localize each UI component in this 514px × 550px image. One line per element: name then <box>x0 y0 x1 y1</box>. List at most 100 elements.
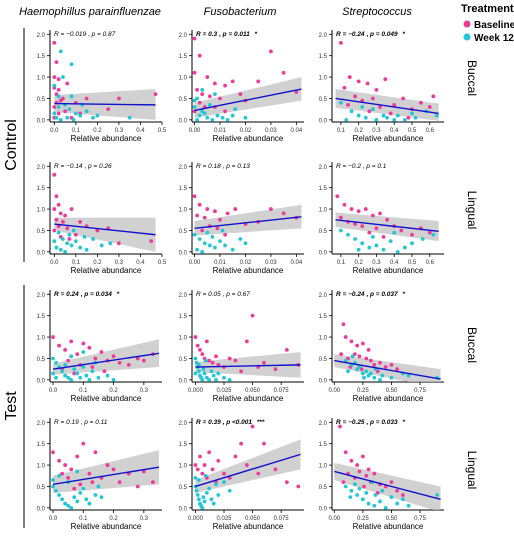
panel-1-y-tick-label: 0.0 <box>179 118 188 124</box>
panel-11-baseline-point <box>389 480 394 485</box>
panel-10-baseline-point <box>193 463 198 467</box>
panel-11-week12-point <box>395 501 400 506</box>
panel-3-stat-r: R = −0.14 <box>54 163 83 170</box>
panel-1-baseline-point <box>205 75 210 79</box>
panel-1-x-tick-label: 0.01 <box>214 128 226 134</box>
panel-11-baseline-point <box>357 469 362 474</box>
column-title-2: Streptococcus <box>342 6 412 18</box>
panel-5-x-tick-label: 0.5 <box>408 260 417 266</box>
panel-5-baseline-point <box>356 209 361 214</box>
panel-0-baseline-point <box>65 81 70 86</box>
panel-11-week12-point <box>378 499 382 504</box>
panel-2-y-tick-label: 1.5 <box>319 54 328 60</box>
panel-3-week12-point <box>63 249 67 254</box>
panel-7-week12-point <box>203 358 208 363</box>
panel-9-week12-point <box>72 495 77 500</box>
panel-8-baseline-point <box>349 339 354 344</box>
panel-8-x-tick-label: 0.00 <box>328 388 340 394</box>
panel-3-week12-point <box>84 247 89 252</box>
panel-6-week12-point <box>96 375 101 380</box>
panel-8-y-tick-label: 2.0 <box>319 293 328 299</box>
panel-11-baseline-point <box>355 463 360 467</box>
panel-2-baseline-point <box>370 96 375 101</box>
panel-2-baseline-point <box>383 77 388 82</box>
panel-8-baseline-point <box>360 341 365 346</box>
panel-2-stat-label: R = −0.24 , p = 0.049 * <box>336 31 406 38</box>
panel-2-baseline-point <box>378 105 382 109</box>
panel-4-week12-point <box>192 232 197 237</box>
panel-5-y-tick-label: 0.5 <box>319 229 328 235</box>
panel-7-baseline-point <box>195 343 200 348</box>
panel-4-week12-point <box>223 243 227 248</box>
panel-10-week12-point <box>196 478 201 482</box>
panel-1-y-tick-label: 2.0 <box>179 33 188 39</box>
panel-6-week12-point <box>60 369 65 374</box>
panel-10-baseline-point <box>273 467 278 472</box>
panel-11-week12-point <box>435 493 440 497</box>
panel-3-baseline-point <box>67 237 72 241</box>
panel-9-week12-point <box>57 473 61 478</box>
panel-6-baseline-point <box>75 352 80 357</box>
panel-2-stat-sep: , <box>365 31 370 38</box>
panel-11-stat-p: p = 0.033 <box>369 419 398 426</box>
panel-11-week12-point <box>389 495 394 500</box>
panel-9-week12-point <box>57 493 61 497</box>
panel-11-confidence-band <box>334 462 441 510</box>
panel-6-baseline-point <box>63 348 68 352</box>
panel-1-baseline-point <box>213 81 217 86</box>
panel-9-baseline-point <box>81 441 86 446</box>
panel-7-y-tick-label: 0.5 <box>179 357 188 363</box>
panel-8-stat-r: R = −0.24 <box>336 291 365 298</box>
panel-4-baseline-point <box>281 211 286 216</box>
panel-9-baseline-point <box>66 476 71 480</box>
panel-1-y-tick-label: 0.5 <box>179 97 188 103</box>
panel-6-week12-point <box>75 371 80 376</box>
panel-11-baseline-point <box>349 458 354 463</box>
panel-1-week12-point <box>230 113 235 118</box>
panel-3-baseline-point <box>52 172 57 177</box>
panel-11-week12-point <box>373 493 378 497</box>
panel-5-week12-point <box>431 232 436 237</box>
panel-8-week12-point <box>368 371 373 376</box>
panel-10-week12-point <box>203 473 208 478</box>
panel-0-y-tick-label: 1.0 <box>37 76 46 82</box>
panel-10-y-tick-label: 1.0 <box>179 464 188 470</box>
panel-0-x-tick-label: 0.4 <box>136 128 145 134</box>
panel-0-baseline-point <box>56 88 61 92</box>
panel-7-week12-point <box>222 375 226 380</box>
panel-5-baseline-point <box>353 222 358 226</box>
panel-2-baseline-point <box>431 94 436 99</box>
panel-3-stat-label: R = −0.14 , p = 0.26 <box>54 163 112 170</box>
panel-5-baseline-point <box>381 234 386 239</box>
panel-9-baseline-point <box>141 469 146 474</box>
panel-5-y-tick-label: 1.0 <box>319 208 328 214</box>
panel-1-week12-point <box>195 117 199 122</box>
panel-10-week12-point <box>214 482 218 487</box>
panel-10-x-tick-label: 0.000 <box>188 516 204 522</box>
panel-4-x-tick-label: 0.02 <box>240 260 252 266</box>
panel-4: 0.0 0.5 1.0 1.5 2.0 0.00 0.01 0.02 0.03 0.04 Relat… <box>179 162 304 275</box>
panel-6-week12-point <box>51 371 55 376</box>
panel-5-week12-point <box>367 245 372 250</box>
panel-2-baseline-point <box>356 79 361 84</box>
panel-8-baseline-point <box>355 343 360 348</box>
panel-10-baseline-point <box>233 454 238 459</box>
panel-3-baseline-point <box>52 228 57 233</box>
panel-10-week12-point <box>207 486 212 491</box>
panel-4-fit-line <box>194 216 302 230</box>
panel-9-week12-point <box>51 478 55 482</box>
panel-10-stat-label: R = 0.39 , p <0.001 *** <box>196 419 265 426</box>
legend-title: Treatment <box>461 3 514 15</box>
panel-6-baseline-point <box>93 356 98 361</box>
panel-10-week12-point <box>209 497 214 502</box>
panel-4-stat-p: p = 0.13 <box>225 163 250 170</box>
panel-7-week12-point <box>211 373 216 378</box>
panel-7-week12-point <box>207 377 212 382</box>
panel-11-y-tick-label: 1.0 <box>319 464 328 470</box>
panel-1-baseline-point <box>192 36 197 41</box>
panel-5-week12-point <box>420 237 425 241</box>
panel-2-week12-point <box>434 113 439 118</box>
panel-4-week12-point <box>200 249 205 254</box>
